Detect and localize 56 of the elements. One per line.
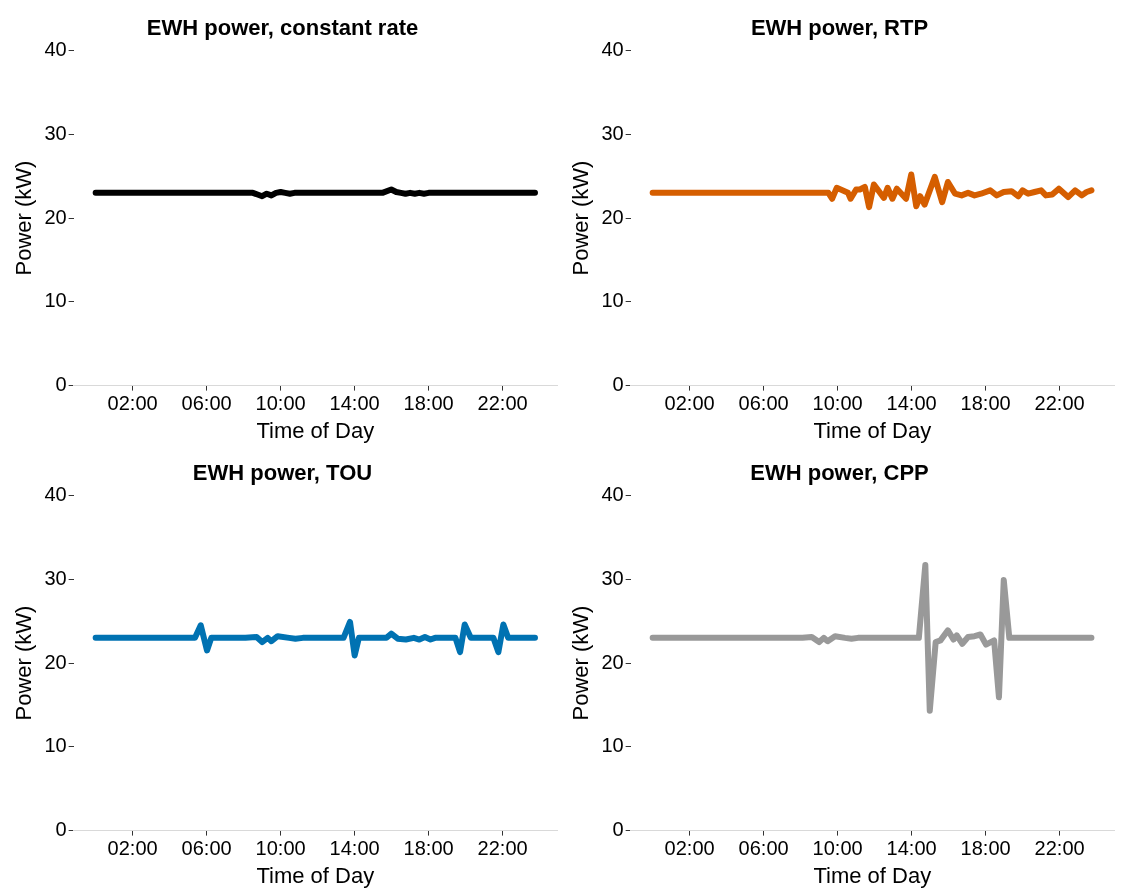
x-tick-label: 02:00 bbox=[107, 392, 158, 415]
y-tick-label: 20 bbox=[44, 650, 67, 673]
y-tick-label: 30 bbox=[44, 566, 67, 589]
y-axis-title: Power (kW) bbox=[11, 605, 37, 721]
y-tick-label: 20 bbox=[601, 205, 624, 228]
y-tick-label: 40 bbox=[601, 482, 624, 505]
chart-title: EWH power, RTP bbox=[750, 15, 929, 41]
y-tick-label: 20 bbox=[44, 205, 67, 228]
x-tick-label: 18:00 bbox=[960, 837, 1011, 860]
x-tick-label: 10:00 bbox=[255, 392, 306, 415]
y-axis-title: Power (kW) bbox=[568, 160, 594, 276]
x-tick-label: 10:00 bbox=[255, 837, 306, 860]
x-tick-label: 22:00 bbox=[477, 837, 528, 860]
x-tick-label: 14:00 bbox=[329, 837, 380, 860]
chart-title: EWH power, constant rate bbox=[146, 15, 419, 41]
y-tick-label: 40 bbox=[601, 37, 624, 60]
x-tick-label: 06:00 bbox=[738, 837, 789, 860]
x-tick-label: 06:00 bbox=[181, 837, 232, 860]
x-tick-label: 10:00 bbox=[812, 392, 863, 415]
y-tick-label: 20 bbox=[601, 650, 624, 673]
x-tick-label: 02:00 bbox=[664, 837, 715, 860]
x-tick-label: 14:00 bbox=[886, 837, 937, 860]
y-axis-title: Power (kW) bbox=[11, 160, 37, 276]
y-tick-label: 10 bbox=[44, 734, 67, 757]
x-tick-label: 22:00 bbox=[1034, 392, 1085, 415]
x-tick-label: 02:00 bbox=[107, 837, 158, 860]
y-tick-label: 0 bbox=[612, 373, 624, 396]
x-tick-label: 10:00 bbox=[812, 837, 863, 860]
y-tick-label: 0 bbox=[55, 818, 67, 841]
chart-title: EWH power, TOU bbox=[192, 460, 373, 486]
x-axis-title: Time of Day bbox=[813, 417, 932, 443]
x-axis-title: Time of Day bbox=[256, 862, 375, 888]
y-tick-label: 10 bbox=[44, 289, 67, 312]
y-tick-label: 30 bbox=[601, 566, 624, 589]
x-tick-label: 14:00 bbox=[886, 392, 937, 415]
y-tick-label: 40 bbox=[44, 37, 67, 60]
x-tick-label: 06:00 bbox=[738, 392, 789, 415]
x-tick-label: 06:00 bbox=[181, 392, 232, 415]
x-tick-label: 22:00 bbox=[1034, 837, 1085, 860]
y-tick-label: 10 bbox=[601, 289, 624, 312]
x-tick-label: 02:00 bbox=[664, 392, 715, 415]
y-tick-label: 10 bbox=[601, 734, 624, 757]
y-tick-label: 30 bbox=[601, 121, 624, 144]
x-tick-label: 18:00 bbox=[960, 392, 1011, 415]
x-axis-title: Time of Day bbox=[256, 417, 375, 443]
y-axis-title: Power (kW) bbox=[568, 605, 594, 721]
x-tick-label: 14:00 bbox=[329, 392, 380, 415]
x-tick-label: 18:00 bbox=[403, 392, 454, 415]
y-tick-label: 40 bbox=[44, 482, 67, 505]
y-tick-label: 30 bbox=[44, 121, 67, 144]
y-tick-label: 0 bbox=[55, 373, 67, 396]
x-tick-label: 22:00 bbox=[477, 392, 528, 415]
chart-title: EWH power, CPP bbox=[750, 460, 929, 486]
y-tick-label: 0 bbox=[612, 818, 624, 841]
x-tick-label: 18:00 bbox=[403, 837, 454, 860]
x-axis-title: Time of Day bbox=[813, 862, 932, 888]
